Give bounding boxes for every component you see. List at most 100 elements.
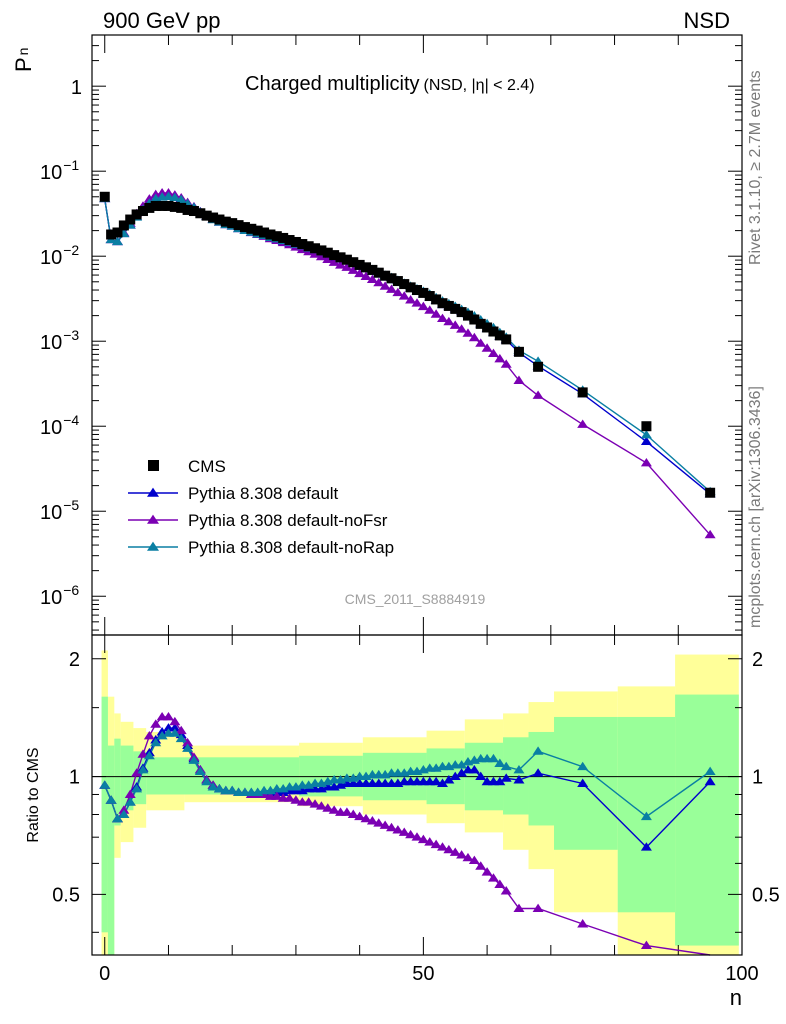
data-point [150, 200, 161, 211]
data-point [577, 387, 588, 398]
series-point-ratio [156, 730, 168, 740]
y-tick-label: 10−3 [40, 327, 79, 354]
data-point [220, 216, 231, 227]
series-point-ratio [405, 829, 417, 839]
series-point-top [398, 291, 410, 300]
series-point-top [169, 192, 181, 201]
series-point-ratio [532, 768, 544, 777]
series-point-top [341, 262, 353, 271]
data-point [405, 282, 416, 293]
x-tick-label: 0 [99, 963, 110, 985]
data-point [354, 259, 365, 270]
series-point-ratio [430, 839, 442, 849]
series-point-ratio [182, 743, 194, 752]
data-point [373, 267, 384, 278]
legend-marker-triangle [147, 541, 159, 551]
band-inner [528, 731, 555, 826]
series-point-top [443, 316, 455, 326]
ratio-axis-ticks: 0 50 100 2 2 1 1 0.5 0.5 [52, 635, 780, 985]
series-point-ratio [513, 903, 525, 913]
series-point-ratio [124, 789, 136, 798]
series-point-ratio [640, 842, 652, 851]
series-point-ratio [532, 903, 544, 913]
data-point [99, 191, 110, 202]
series-point-top [175, 194, 187, 204]
series-point-top [436, 313, 448, 323]
series-point-ratio [487, 753, 499, 763]
series-point-ratio [169, 723, 181, 732]
ratio-tick-label-right: 0.5 [752, 884, 780, 906]
legend-label: CMS [188, 457, 226, 476]
data-point [246, 223, 257, 234]
data-point [380, 270, 391, 281]
series-point-top [494, 353, 506, 363]
data-point [137, 206, 148, 217]
series-point-ratio [373, 818, 385, 827]
data-point [456, 307, 467, 318]
series-point-ratio [213, 783, 225, 793]
data-point [169, 201, 180, 212]
series-point-ratio [411, 832, 423, 841]
mcplots-reference-text: mcplots.cern.ch [arXiv:1306.3436] [747, 386, 764, 628]
series-point-ratio [131, 768, 143, 777]
data-point [233, 220, 244, 231]
series-point-ratio [436, 778, 448, 787]
series-point-ratio [131, 783, 143, 793]
series-point-ratio [500, 761, 512, 771]
data-point [513, 346, 524, 357]
header-right: NSD [684, 8, 730, 33]
data-point [118, 220, 129, 231]
series-point-ratio [704, 776, 716, 786]
series-point-ratio [137, 764, 149, 774]
series-point-ratio [360, 813, 372, 823]
series-point-top [500, 359, 512, 368]
data-point [399, 279, 410, 290]
series-point-top [430, 309, 442, 318]
series-point-top [322, 254, 334, 264]
data-point [106, 229, 117, 240]
y-tick-label: 10−1 [40, 157, 79, 184]
y-tick-label: 10−6 [40, 582, 79, 609]
band-inner [675, 694, 739, 946]
band-inner [114, 738, 121, 826]
series-point-ratio [494, 758, 506, 767]
series-point-top [462, 328, 474, 337]
data-point [278, 232, 289, 243]
data-point [284, 235, 295, 246]
series-point-top [405, 295, 417, 304]
rivet-version-text: Rivet 3.1.10, ≥ 2.7M events [747, 70, 764, 265]
series-point-ratio [328, 805, 340, 814]
data-point [208, 212, 219, 223]
legend-label: Pythia 8.308 default-noFsr [188, 511, 388, 530]
series-point-ratio [366, 816, 378, 825]
plot-title: Charged multiplicity (NSD, |η| < 2.4) [245, 73, 535, 95]
series-point-ratio [379, 820, 391, 829]
series-point-top [487, 348, 499, 358]
series-point-top [360, 271, 372, 280]
data-point [641, 421, 652, 432]
data-point [297, 239, 308, 250]
data-point [176, 202, 187, 213]
data-point [418, 287, 429, 298]
data-point [265, 229, 276, 240]
series-point-ratio [468, 764, 480, 774]
legend-marker-triangle [147, 487, 159, 497]
series-point-ratio [309, 799, 321, 808]
data-point [386, 273, 397, 284]
data-point [157, 200, 168, 211]
data-point [259, 227, 270, 238]
data-point [361, 262, 372, 273]
data-point [367, 264, 378, 275]
series-point-ratio [392, 825, 404, 834]
series-point-top [354, 268, 366, 278]
data-point [322, 247, 333, 258]
data-point [533, 361, 544, 372]
series-point-ratio [532, 746, 544, 755]
series-point-ratio [500, 773, 512, 782]
ratio-tick-label-left: 1 [69, 767, 80, 789]
data-point [329, 250, 340, 261]
data-point [475, 318, 486, 329]
data-point [227, 218, 238, 229]
data-point [188, 206, 199, 217]
data-point [348, 257, 359, 268]
